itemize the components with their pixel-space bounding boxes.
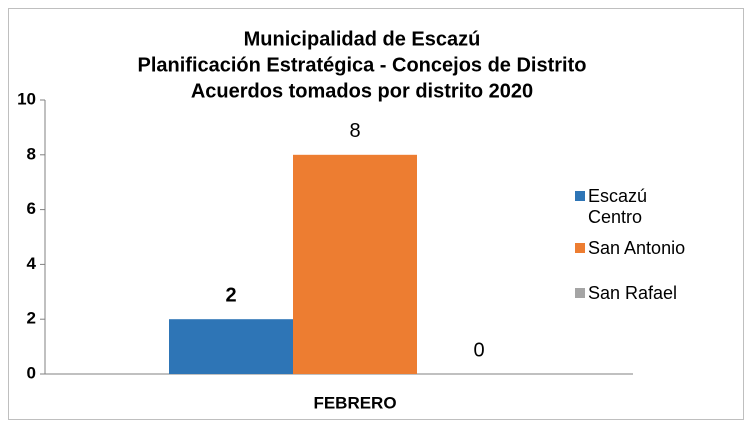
chart-title: Municipalidad de Escazú <box>244 28 481 50</box>
chart-title: Acuerdos tomados por distrito 2020 <box>191 80 533 102</box>
x-tick-label: FEBRERO <box>313 393 396 412</box>
legend-label: San Rafael <box>588 283 678 303</box>
legend-swatch <box>575 191 585 201</box>
legend: Escazú Centro San Antonio San Rafael <box>575 186 735 304</box>
legend-item: San Antonio <box>575 238 713 259</box>
y-tick-label: 2 <box>27 309 36 328</box>
y-tick-label: 0 <box>27 363 36 382</box>
legend-swatch <box>575 288 585 298</box>
legend-swatch <box>575 243 585 253</box>
y-tick-label: 6 <box>27 199 36 218</box>
y-tick-label: 10 <box>17 89 36 108</box>
data-label: 8 <box>349 120 360 142</box>
legend-item: Escazú Centro <box>575 186 663 228</box>
bar <box>169 319 293 374</box>
legend-item: San Rafael <box>575 283 713 304</box>
y-tick-label: 4 <box>27 254 37 273</box>
legend-label: San Antonio <box>588 238 686 258</box>
data-label: 2 <box>225 284 236 306</box>
bar <box>293 154 417 374</box>
y-tick-label: 8 <box>27 144 36 163</box>
legend-label: Escazú Centro <box>588 186 648 227</box>
chart-title: Planificación Estratégica - Concejos de … <box>137 54 586 76</box>
data-label: 0 <box>473 339 484 361</box>
